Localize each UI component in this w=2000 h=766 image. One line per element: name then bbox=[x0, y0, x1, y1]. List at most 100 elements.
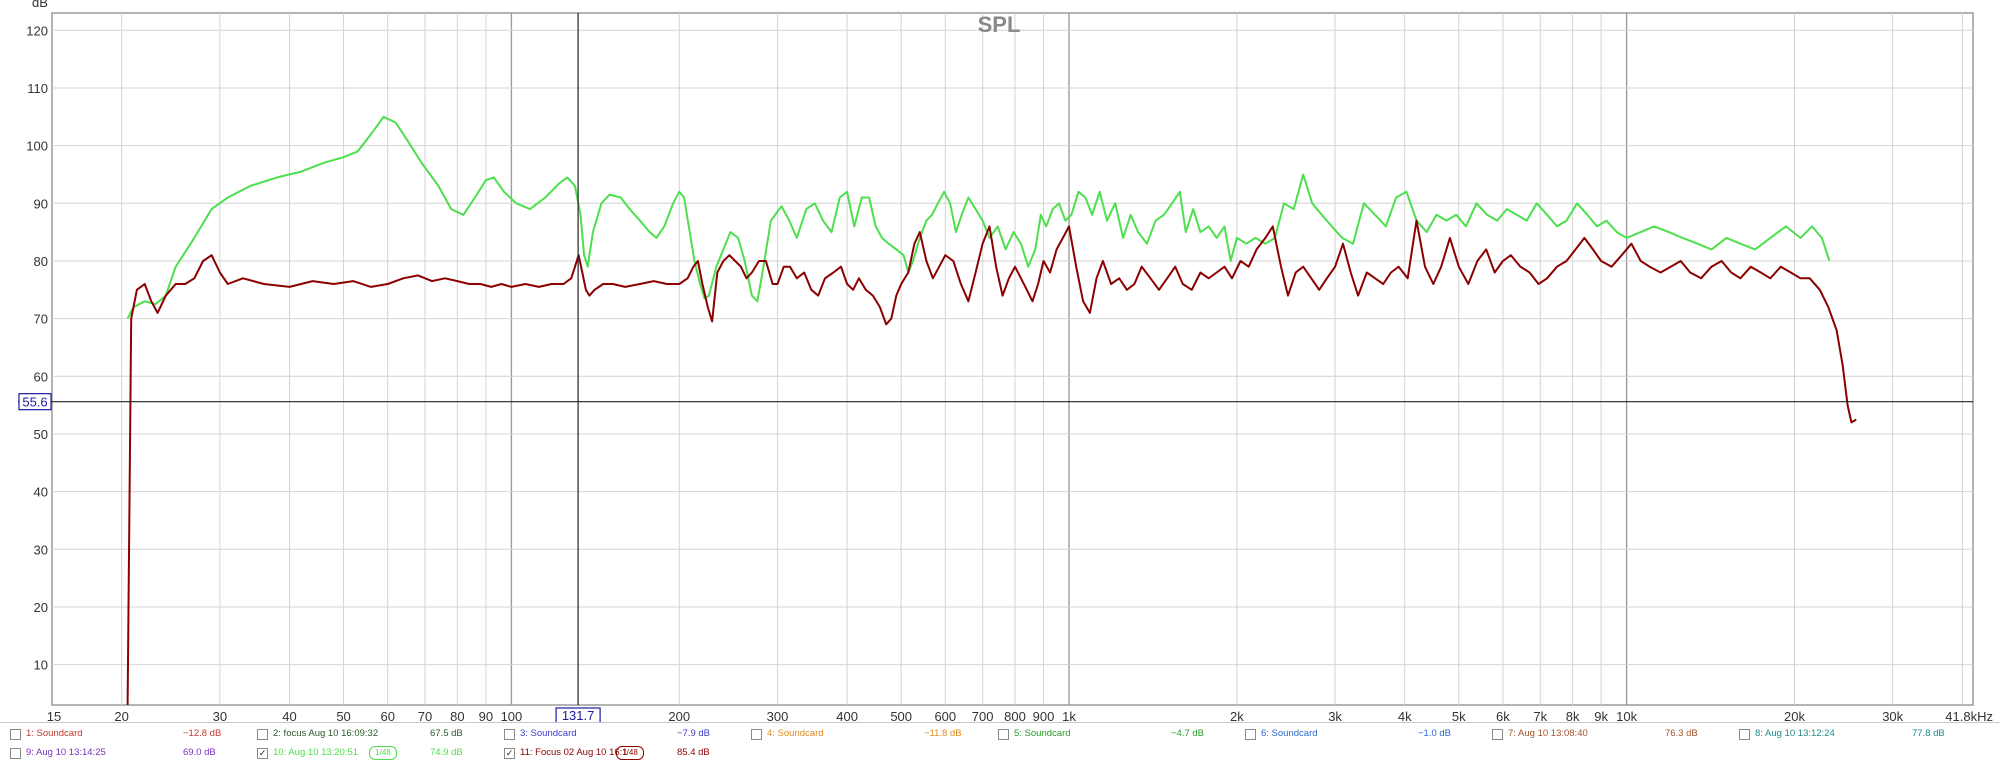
y-tick-label: 120 bbox=[26, 23, 48, 38]
x-tick-label: 6k bbox=[1496, 709, 1510, 724]
legend-value: 67.5 dB bbox=[430, 728, 463, 739]
legend-label: 4: Soundcard bbox=[767, 728, 824, 739]
cursor: 131.7 55.6 bbox=[18, 13, 1973, 724]
x-tick-label: 60 bbox=[380, 709, 394, 724]
x-tick-label: 3k bbox=[1328, 709, 1342, 724]
series-line-1 bbox=[126, 115, 1831, 320]
y-tick-label: 100 bbox=[26, 139, 48, 154]
axes: 10 20 30 40 50 60 70 80 90 100 110 120 15 20 30 40 50 60 7… bbox=[26, 23, 1993, 724]
legend-label: 10: Aug 10 13:20:51 bbox=[273, 747, 359, 758]
x-tick-label: 7k bbox=[1533, 709, 1547, 724]
legend-item[interactable]: 3: Soundcard −7.9 dB bbox=[504, 725, 747, 743]
legend-label: 8: Aug 10 13:12:24 bbox=[1755, 728, 1835, 739]
legend-label: 11: Focus 02 Aug 10 16:1 bbox=[520, 747, 628, 758]
legend-checkbox[interactable] bbox=[10, 748, 21, 759]
legend-item[interactable]: 5: Soundcard −4.7 dB bbox=[998, 725, 1241, 743]
legend-label: 6: Soundcard bbox=[1261, 728, 1318, 739]
legend-value: 85.4 dB bbox=[677, 747, 710, 758]
legend-value: −7.9 dB bbox=[677, 728, 711, 739]
x-tick-label: 20 bbox=[114, 709, 128, 724]
legend-label: 9: Aug 10 13:14:25 bbox=[26, 747, 106, 758]
legend: 1: Soundcard −12.8 dB 2: focus Aug 10 16:0… bbox=[0, 722, 2000, 766]
x-tick-label: 800 bbox=[1004, 709, 1026, 724]
legend-item[interactable]: 4: Soundcard −11.8 dB bbox=[751, 725, 994, 743]
legend-item[interactable]: 1: Soundcard −12.8 dB bbox=[10, 725, 253, 743]
chart-title: SPL bbox=[978, 12, 1021, 37]
x-tick-label: 500 bbox=[890, 709, 912, 724]
y-axis-label: dB bbox=[32, 0, 48, 10]
x-tick-label: 900 bbox=[1033, 709, 1055, 724]
x-tick-label: 5k bbox=[1452, 709, 1466, 724]
legend-checkbox[interactable] bbox=[1739, 729, 1750, 740]
smoothing-badge[interactable]: 1/48 bbox=[369, 746, 397, 760]
series-layer bbox=[126, 115, 1857, 706]
x-tick-label: 70 bbox=[418, 709, 432, 724]
legend-value: −1.0 dB bbox=[1418, 728, 1452, 739]
y-tick-label: 20 bbox=[34, 600, 48, 615]
legend-item[interactable]: 6: Soundcard −1.0 dB bbox=[1245, 725, 1488, 743]
legend-checkbox[interactable] bbox=[257, 729, 268, 740]
cursor-x-label: 131.7 bbox=[562, 708, 595, 723]
legend-label: 3: Soundcard bbox=[520, 728, 577, 739]
y-tick-label: 30 bbox=[34, 542, 48, 557]
legend-label: 5: Soundcard bbox=[1014, 728, 1071, 739]
legend-value: 76.3 dB bbox=[1665, 728, 1698, 739]
x-tick-label: 41.8kHz bbox=[1945, 709, 1993, 724]
x-tick-label: 600 bbox=[934, 709, 956, 724]
x-tick-label: 1k bbox=[1062, 709, 1076, 724]
legend-item[interactable]: ✓ 10: Aug 10 13:20:51 1/48 74.9 dB bbox=[257, 744, 500, 762]
legend-checkbox[interactable]: ✓ bbox=[504, 748, 515, 759]
x-tick-label: 20k bbox=[1784, 709, 1805, 724]
legend-item[interactable]: 2: focus Aug 10 16:09:32 67.5 dB bbox=[257, 725, 500, 743]
series-line-2 bbox=[126, 219, 1857, 706]
cursor-y-label: 55.6 bbox=[22, 395, 47, 410]
legend-item[interactable]: 7: Aug 10 13:08:40 76.3 dB bbox=[1492, 725, 1735, 743]
legend-value: 69.0 dB bbox=[183, 747, 216, 758]
legend-value: −11.8 dB bbox=[924, 728, 962, 739]
legend-checkbox[interactable] bbox=[504, 729, 515, 740]
legend-value: −4.7 dB bbox=[1171, 728, 1205, 739]
x-tick-label: 2k bbox=[1230, 709, 1244, 724]
legend-checkbox[interactable] bbox=[1245, 729, 1256, 740]
x-tick-label: 80 bbox=[450, 709, 464, 724]
legend-row-2: 9: Aug 10 13:14:25 69.0 dB ✓ 10: Aug 10 13:… bbox=[0, 744, 2000, 762]
x-tick-label: 15 bbox=[47, 709, 61, 724]
y-tick-label: 110 bbox=[27, 81, 48, 96]
smoothing-badge[interactable]: 1/48 bbox=[616, 746, 644, 760]
x-tick-label: 9k bbox=[1594, 709, 1608, 724]
y-tick-label: 70 bbox=[34, 312, 48, 327]
legend-label: 2: focus Aug 10 16:09:32 bbox=[273, 728, 379, 739]
legend-item[interactable]: 8: Aug 10 13:12:24 77.8 dB bbox=[1739, 725, 1982, 743]
x-tick-label: 4k bbox=[1398, 709, 1412, 724]
legend-item[interactable]: 9: Aug 10 13:14:25 69.0 dB bbox=[10, 744, 253, 762]
x-tick-label: 50 bbox=[336, 709, 350, 724]
legend-label: 1: Soundcard bbox=[26, 728, 83, 739]
legend-label: 7: Aug 10 13:08:40 bbox=[1508, 728, 1588, 739]
x-tick-label: 30 bbox=[213, 709, 227, 724]
plot-frame bbox=[51, 12, 1974, 706]
legend-checkbox[interactable] bbox=[998, 729, 1009, 740]
legend-item[interactable]: ✓ 11: Focus 02 Aug 10 16:1 1/48 85.4 dB bbox=[504, 744, 747, 762]
cursor-y-box bbox=[18, 393, 52, 411]
x-tick-label: 200 bbox=[668, 709, 690, 724]
y-tick-label: 90 bbox=[34, 196, 48, 211]
legend-checkbox[interactable] bbox=[751, 729, 762, 740]
x-tick-label: 40 bbox=[282, 709, 296, 724]
grid bbox=[51, 12, 1974, 706]
y-tick-label: 40 bbox=[34, 485, 48, 500]
x-tick-label: 10k bbox=[1616, 709, 1637, 724]
x-tick-label: 90 bbox=[479, 709, 493, 724]
legend-checkbox[interactable]: ✓ bbox=[257, 748, 268, 759]
y-tick-label: 10 bbox=[34, 658, 48, 673]
x-tick-label: 700 bbox=[972, 709, 994, 724]
x-tick-label: 100 bbox=[501, 709, 523, 724]
x-tick-label: 8k bbox=[1566, 709, 1580, 724]
y-tick-label: 50 bbox=[34, 427, 48, 442]
x-tick-label: 30k bbox=[1882, 709, 1903, 724]
legend-checkbox[interactable] bbox=[1492, 729, 1503, 740]
legend-value: 74.9 dB bbox=[430, 747, 463, 758]
y-tick-label: 60 bbox=[34, 369, 48, 384]
legend-checkbox[interactable] bbox=[10, 729, 21, 740]
legend-value: 77.8 dB bbox=[1912, 728, 1945, 739]
